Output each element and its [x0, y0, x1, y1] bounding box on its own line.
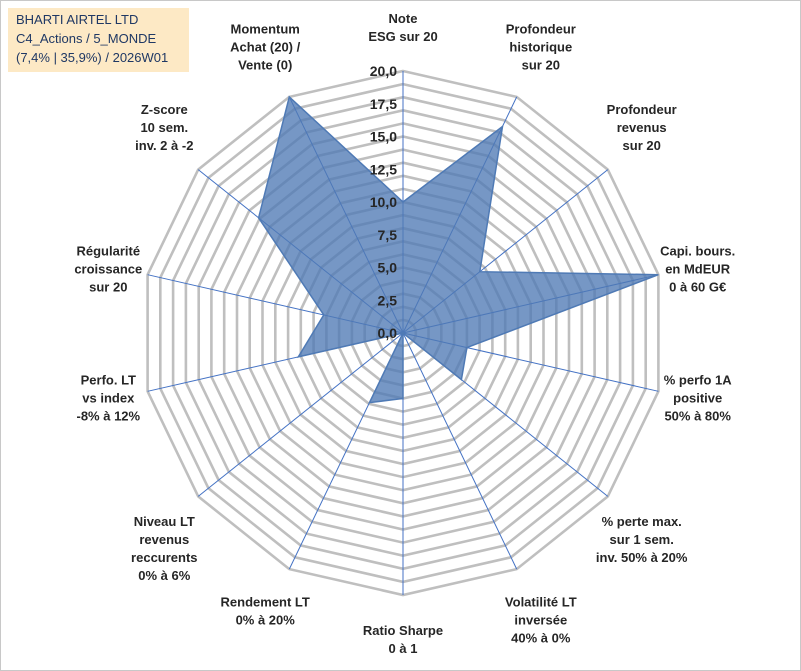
data-area: [257, 95, 659, 404]
axis-label-line: Achat (20) /: [230, 40, 300, 55]
axis-label-line: ESG sur 20: [368, 29, 437, 44]
axis-label-line: Momentum: [231, 22, 300, 37]
axis-label: % perfo 1A positive 50% à 80%: [664, 373, 733, 424]
axis-label-line: 0% à 6%: [138, 568, 190, 583]
tick-label: 0,0: [378, 325, 398, 341]
axis-label-line: Perfo. LT: [81, 373, 136, 388]
axis-label: Z-score 10 sem. inv. 2 à -2: [135, 102, 193, 153]
data-series: [257, 95, 659, 404]
axis-label-line: % perfo 1A: [664, 373, 733, 388]
axis-label: Ratio Sharpe 0 à 1: [363, 623, 443, 656]
axis-label-line: Profondeur: [607, 102, 677, 117]
axis-label-line: inv. 2 à -2: [135, 138, 193, 153]
axis-label-line: Ratio Sharpe: [363, 623, 443, 638]
axis-label-line: revenus: [139, 532, 189, 547]
axis-label-line: positive: [673, 391, 722, 406]
axis-label-line: sur 20: [522, 58, 560, 73]
axis-label: Capi. bours. en MdEUR 0 à 60 G€: [660, 244, 735, 295]
axis-label-line: Z-score: [141, 102, 188, 117]
tick-label: 7,5: [378, 227, 398, 243]
tick-label: 12,5: [370, 161, 397, 177]
axis-label-line: sur 20: [89, 280, 127, 295]
axis-label-line: 10 sem.: [140, 120, 188, 135]
title-box: BHARTI AIRTEL LTD C4_Actions / 5_MONDE (…: [8, 8, 189, 72]
axis-label-line: inv. 50% à 20%: [596, 550, 688, 565]
axis-spoke: [197, 332, 404, 497]
axis-label-line: reccurents: [131, 550, 197, 565]
axis-label-line: en MdEUR: [665, 262, 731, 277]
axis-label-line: croissance: [74, 262, 142, 277]
axis-label-line: historique: [509, 40, 572, 55]
axis-label-line: Rendement LT: [221, 594, 310, 609]
axis-label-line: revenus: [617, 120, 667, 135]
axis-label-line: sur 20: [623, 138, 661, 153]
tick-label: 20,0: [370, 63, 397, 79]
axis-label-line: vs index: [82, 391, 135, 406]
axis-label-line: 0 à 60 G€: [669, 280, 726, 295]
axis-label-line: % perte max.: [602, 514, 682, 529]
axis-label-line: 50% à 80%: [664, 409, 731, 424]
axis-label-line: inversée: [514, 612, 567, 627]
axis-label: Profondeur historique sur 20: [506, 22, 576, 73]
tick-label: 2,5: [378, 292, 398, 308]
axis-label-line: Vente (0): [238, 58, 292, 73]
axis-label: Momentum Achat (20) / Vente (0): [230, 22, 300, 73]
axis-label-line: Niveau LT: [134, 514, 195, 529]
axis-label-line: 0% à 20%: [236, 612, 296, 627]
axis-label: Rendement LT 0% à 20%: [221, 594, 310, 627]
axis-label: Régularité croissance sur 20: [74, 244, 142, 295]
tick-labels: 0,0 2,5 5,0 7,5 10,0 12,5 15,0 17,5 20,0: [370, 63, 397, 341]
company-name: BHARTI AIRTEL LTD: [16, 12, 139, 27]
axis-label-line: 40% à 0%: [511, 630, 571, 645]
tick-label: 17,5: [370, 96, 397, 112]
axis-label: % perte max. sur 1 sem. inv. 50% à 20%: [596, 514, 688, 565]
axis-label-line: sur 1 sem.: [610, 532, 674, 547]
axis-label: Volatilité LT inversée 40% à 0%: [505, 594, 577, 645]
axis-spoke: [402, 332, 518, 570]
category-line: C4_Actions / 5_MONDE: [16, 31, 157, 46]
tick-label: 5,0: [378, 260, 398, 276]
axis-label-line: Volatilité LT: [505, 594, 577, 609]
tick-label: 10,0: [370, 194, 397, 210]
axis-label-line: -8% à 12%: [77, 409, 141, 424]
axis-label-line: Profondeur: [506, 22, 576, 37]
stats-line: (7,4% | 35,9%) / 2026W01: [16, 50, 169, 65]
axis-label-line: Régularité: [77, 244, 141, 259]
axis-label: Niveau LT revenus reccurents 0% à 6%: [131, 514, 197, 583]
axis-label-line: Capi. bours.: [660, 244, 735, 259]
axis-label: Perfo. LT vs index -8% à 12%: [77, 373, 141, 424]
axis-label-line: 0 à 1: [389, 641, 418, 656]
axis-label-line: Note: [389, 11, 418, 26]
tick-label: 15,0: [370, 129, 397, 145]
axis-labels: Note ESG sur 20 Profondeur historique sur 20…: [74, 11, 735, 656]
axis-label: Note ESG sur 20: [368, 11, 437, 44]
axis-label: Profondeur revenus sur 20: [607, 102, 677, 153]
